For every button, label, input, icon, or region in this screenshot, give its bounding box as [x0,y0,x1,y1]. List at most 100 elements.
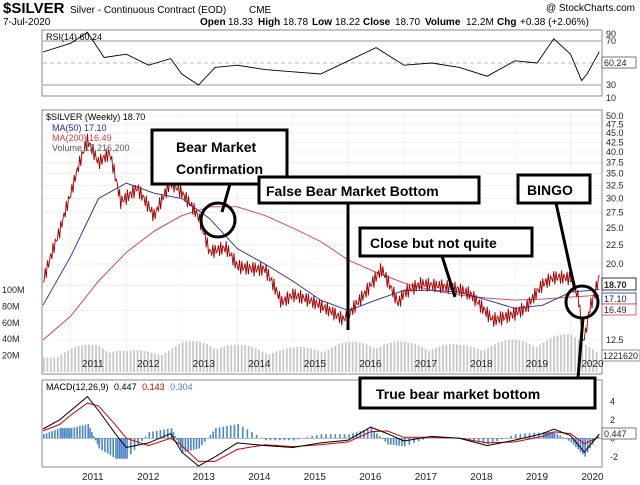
open-label: Open [200,17,226,28]
macd-hist-bar [320,434,323,439]
volume-bar [421,347,423,372]
macd-hist-bar [482,438,485,444]
volume-bar [77,346,80,372]
volume-legend: Volume 12,216,200 [52,143,130,153]
ohlc-readout: Open 18.33 High 18.78 Low 18.22 Close 18… [200,17,589,28]
macd-hist-bar [73,427,76,439]
volume-bar [442,345,444,372]
macd-hist-bar [226,426,228,439]
macd-hist-bar [343,434,346,439]
volume-bar [490,346,493,372]
volume-bar [542,342,545,372]
volume-bar [344,342,347,372]
volume-bar [376,348,378,372]
macd-hist-bar [117,438,119,459]
volume-bar [167,350,170,372]
macd-hist-bar [59,428,62,439]
macd-hist-bar [370,428,373,439]
volume-bar [140,350,142,372]
macd-hist-bar [473,438,475,442]
price-tick-47.5: 47.5 [606,119,624,129]
macd-hist-bar [181,438,184,453]
svg-text:0.447: 0.447 [604,429,627,439]
macd-hist-bar [288,438,290,441]
volume-bar [313,349,316,372]
price-tick-50.0: 50.0 [606,111,624,121]
volume-bar [508,339,510,372]
volume-bar [455,344,458,372]
macd-hist-bar [180,438,182,449]
volume-bar [595,351,598,372]
price-tick-42.5: 42.5 [606,137,624,147]
low-value: 18.22 [335,17,360,28]
rsi-tick-30: 30 [606,80,616,90]
macd-hist-bar [81,425,84,439]
rsi-layer: 9070503010 [42,29,616,103]
macd-hist-bar [54,430,56,439]
macd-hist-bar [363,430,365,439]
volume-bar [181,342,184,372]
macd-hist-bar [91,432,93,439]
macd-hist-bar [401,438,403,447]
volume-bar [372,347,375,372]
close-pointer [440,255,457,298]
price-current-box: 18.70 [601,277,637,291]
volume-bar [362,343,365,372]
volume-bar [46,357,49,372]
volume-bar [237,344,240,372]
bear-market-circle [199,201,237,239]
volume-bar [102,348,104,372]
macd-hist-bar [109,438,112,456]
macd-hist-bar [392,438,395,446]
chg-value: +0.38 (+2.06%) [520,17,589,28]
macd-hist-bar [274,438,276,441]
macd-hist-bar [255,434,258,439]
volume-bar [462,345,465,372]
volume-bar [119,350,122,372]
volume-bar [202,343,205,372]
macd-hist-bar [564,438,567,439]
volume-current-box: 1221620 [601,349,640,362]
macd-hist-bar [141,438,143,441]
macd-hist-bar [352,433,354,439]
year-label-2017: 2017 [415,359,438,370]
macd-hist-bar [477,438,480,443]
volume-bar [268,354,271,372]
volume-bar [296,346,299,372]
rsi-tick-70: 70 [606,36,616,46]
credit: @ StockCharts.com [546,3,635,14]
price-tick-37.5: 37.5 [606,157,624,167]
ma50-current-box: 17.10 [601,292,637,305]
volume-bar [306,347,309,372]
year-label-bottom-2015: 2015 [304,472,327,483]
macd-hist-bar [582,438,584,455]
volume-bar [528,344,531,372]
rsi-line [42,31,600,86]
volume-bar [431,349,434,372]
macd-tick-4: 4 [610,396,615,406]
macd-hist-bar [546,432,548,439]
rsi-tick-10: 10 [606,93,616,103]
volume-bar [226,345,229,372]
svg-text:1221620: 1221620 [603,351,638,361]
macd-hist-bar [297,438,300,440]
macd-hist-bar [126,438,128,459]
macd-hist-bar [505,437,508,439]
volume-bar [244,345,247,372]
macd-legend: MACD(12,26,9) 0.447 0.143 0.304 [46,382,193,392]
price-tick-12.5: 12.5 [606,335,624,345]
volume-bar [147,351,149,372]
volume-bar [49,357,52,372]
macd-hist-bar [553,432,556,439]
volume-bar [546,340,548,372]
volume-bar [247,346,250,372]
macd-hist-bar [395,438,398,446]
volume-bar [254,348,257,372]
volume-bar [272,353,274,372]
volume-bar [289,347,292,372]
macd-hist-bar [209,434,212,439]
macd-hist-bar [201,438,203,446]
macd-hist-bar [124,438,126,459]
price-tick-20.0: 20.0 [606,259,624,269]
price-tick-35.0: 35.0 [606,169,624,179]
